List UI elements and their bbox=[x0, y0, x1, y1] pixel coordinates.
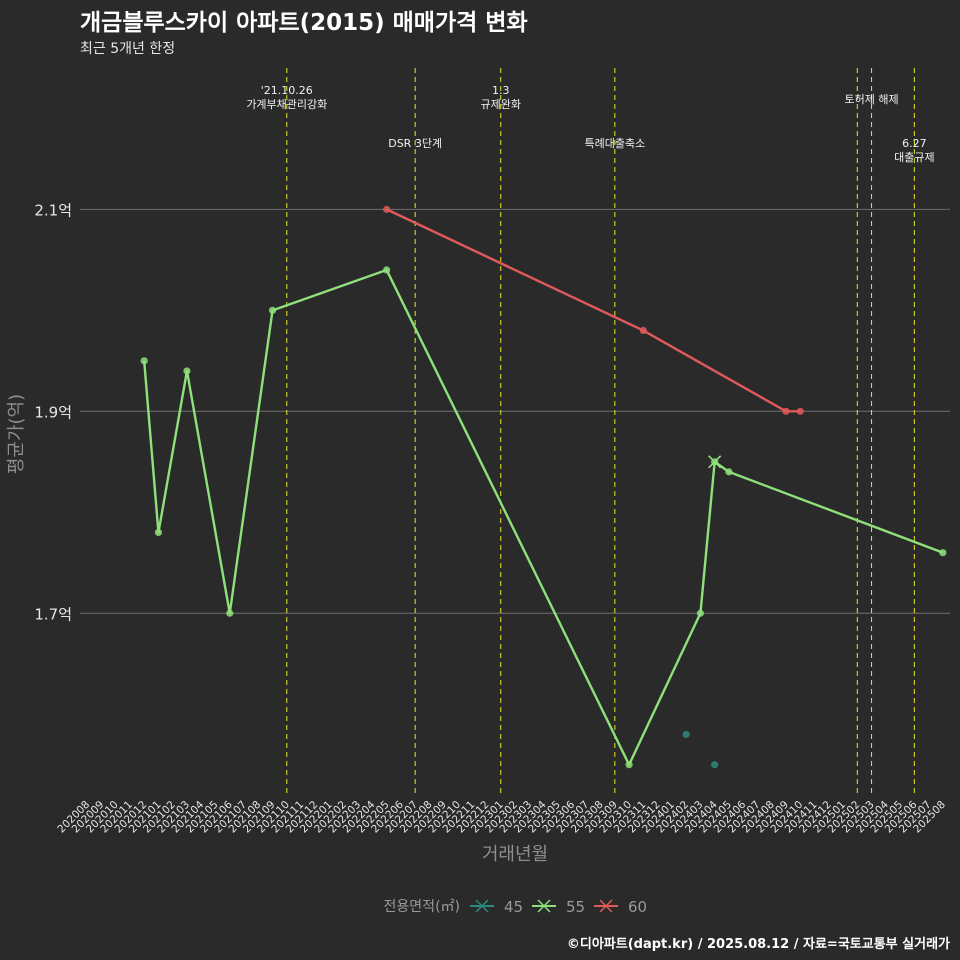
legend-item-55: 55 bbox=[532, 898, 585, 916]
series-layer bbox=[140, 205, 947, 769]
data-point bbox=[725, 468, 733, 476]
data-point bbox=[696, 609, 705, 617]
legend-cross bbox=[537, 899, 551, 913]
data-point bbox=[639, 326, 647, 335]
legend-cross bbox=[475, 899, 489, 913]
series-line bbox=[386, 208, 801, 413]
event-label: 토허제 해제 bbox=[845, 92, 899, 106]
event-label: '21.10.26 bbox=[261, 84, 313, 97]
data-point bbox=[140, 357, 148, 365]
legend-label: 60 bbox=[628, 898, 647, 916]
cross-stroke bbox=[708, 455, 722, 469]
x-axis-ticks: 2020082020092020102020112020122021012021… bbox=[55, 798, 948, 835]
event-label: 가계부채관리강화 bbox=[246, 98, 327, 111]
x-axis-title: 거래년월 bbox=[482, 844, 548, 865]
event-label: 대출규제 bbox=[894, 151, 934, 164]
y-tick-label: 2.1억 bbox=[34, 201, 72, 219]
data-point bbox=[625, 761, 633, 769]
series-45 bbox=[682, 730, 719, 769]
data-point bbox=[226, 609, 234, 617]
cross-marker bbox=[708, 455, 722, 469]
legend-title: 전용면적(㎡) bbox=[384, 899, 460, 915]
data-point bbox=[268, 306, 277, 314]
event-label: 6.27 bbox=[902, 137, 927, 150]
series-line bbox=[142, 268, 944, 766]
legend-item-45: 45 bbox=[470, 898, 523, 916]
legend-cross bbox=[599, 899, 613, 913]
legend-item-60: 60 bbox=[594, 898, 647, 916]
event-label: DSR 3단계 bbox=[388, 137, 442, 150]
y-axis-title: 평균가(억) bbox=[6, 394, 27, 474]
legend-label: 45 bbox=[504, 898, 523, 916]
chart-title: 개금블루스카이 아파트(2015) 매매가격 변화 bbox=[80, 10, 528, 36]
series-60 bbox=[383, 205, 804, 415]
legend: 전용면적(㎡) 45 55 60 bbox=[384, 898, 648, 916]
event-label: 규제완화 bbox=[480, 98, 520, 111]
data-point bbox=[383, 205, 391, 213]
data-point bbox=[154, 528, 163, 537]
y-axis-ticks: 1.7억 1.9억 2.1억 bbox=[34, 201, 72, 623]
event-label: 1.3 bbox=[492, 84, 510, 97]
data-point bbox=[711, 761, 719, 769]
data-point bbox=[383, 266, 391, 274]
y-tick-label: 1.9억 bbox=[34, 403, 72, 421]
data-point bbox=[939, 549, 947, 557]
chart-caption: ©디아파트(dapt.kr) / 2025.08.12 / 자료=국토교통부 실… bbox=[567, 936, 950, 952]
event-label: 특례대출축소 bbox=[584, 137, 645, 150]
legend-label: 55 bbox=[566, 898, 585, 916]
series-55 bbox=[140, 266, 947, 769]
chart-subtitle: 최근 5개년 한정 bbox=[80, 41, 175, 57]
data-point bbox=[796, 407, 804, 415]
y-tick-label: 1.7억 bbox=[34, 605, 72, 623]
data-point bbox=[183, 367, 191, 375]
gridlines bbox=[80, 208, 950, 614]
data-point bbox=[782, 407, 790, 415]
data-point bbox=[682, 730, 690, 739]
